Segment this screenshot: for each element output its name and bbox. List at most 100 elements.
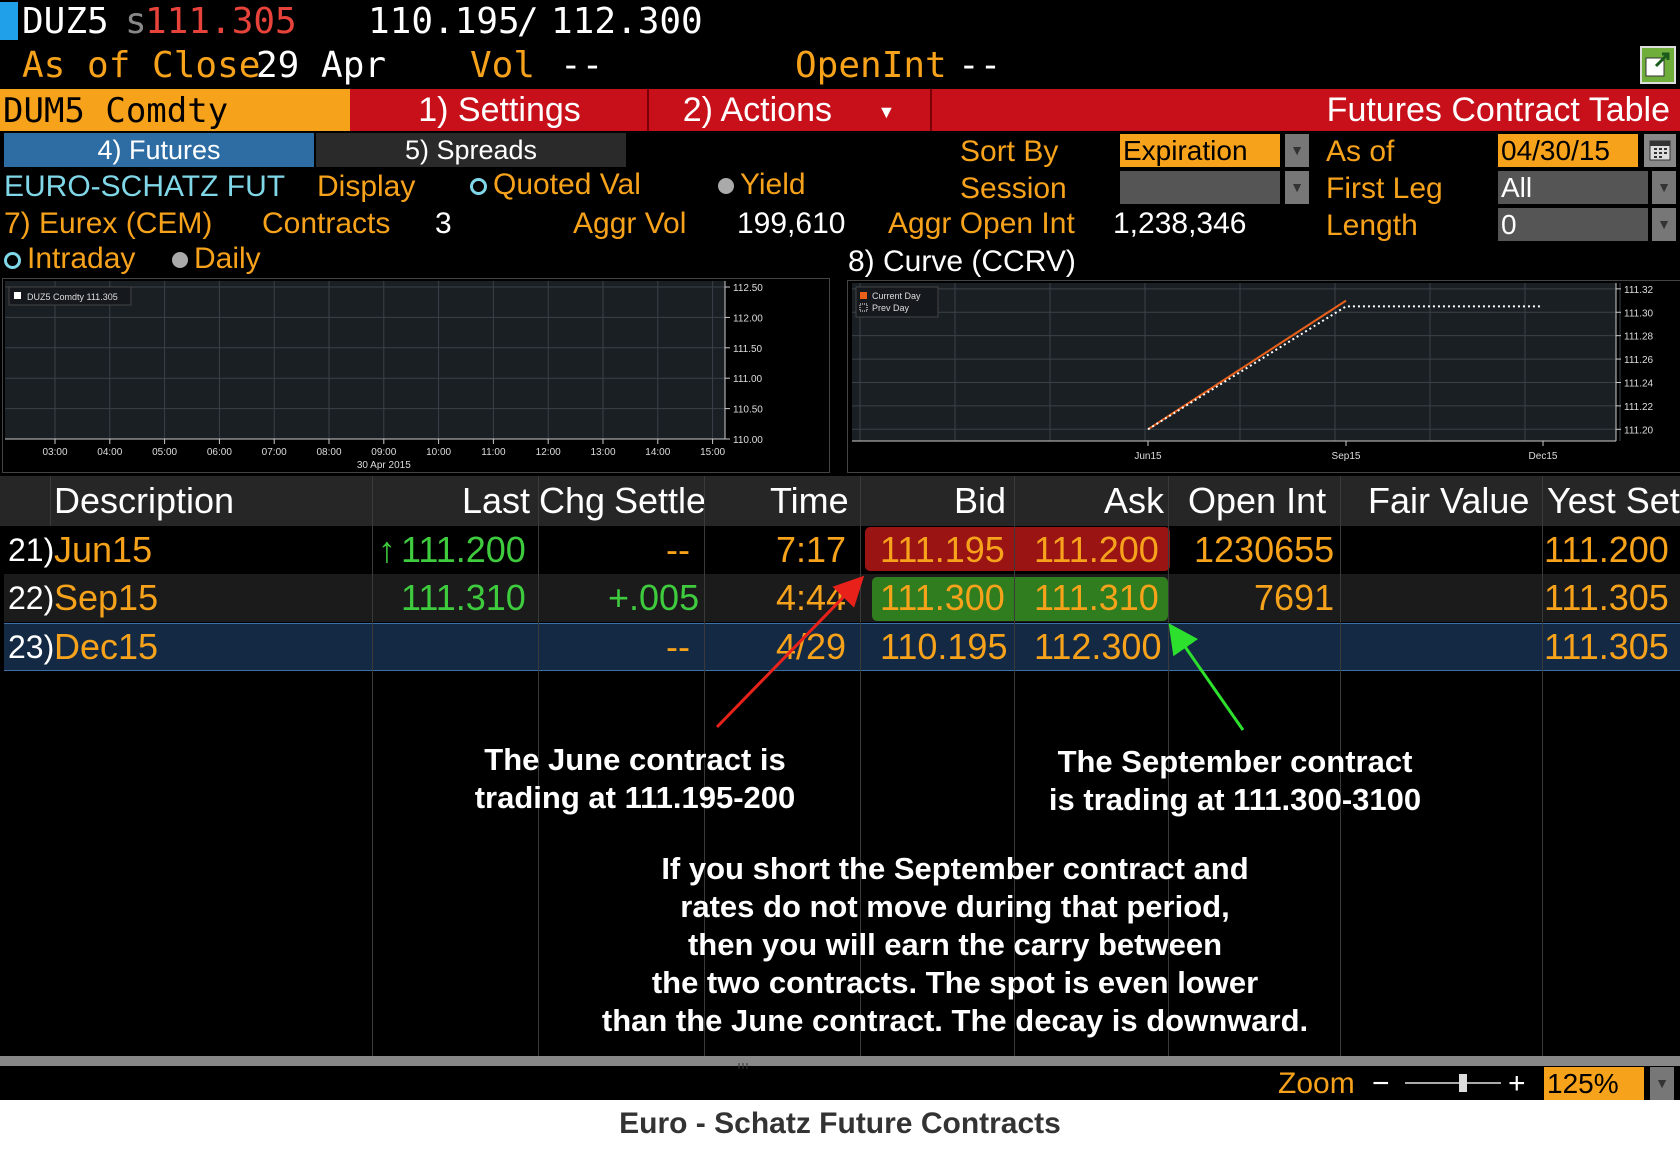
september-annotation-line: is trading at 111.300-3100 xyxy=(1048,782,1422,817)
annotation-arrows xyxy=(715,575,1245,731)
exchange-link[interactable]: 7) Eurex (CEM) xyxy=(4,207,213,240)
intraday-radio[interactable]: Intraday xyxy=(4,241,135,277)
column-divider xyxy=(1014,476,1015,1056)
table-row[interactable] xyxy=(4,623,1680,671)
col-settle[interactable]: Settle xyxy=(614,480,707,521)
chevron-down-icon[interactable]: ▼ xyxy=(1285,134,1309,167)
column-divider xyxy=(50,476,51,526)
up-arrow-icon: ↑ xyxy=(378,529,396,570)
zoom-out-button[interactable]: − xyxy=(1372,1067,1390,1100)
legend-label-prev: Prev Day xyxy=(872,303,910,313)
aggr-vol-label: Aggr Vol xyxy=(573,207,687,240)
bid-value: 111.300 xyxy=(880,577,1005,618)
x-tick-label: Jun15 xyxy=(1134,451,1162,462)
zoom-select[interactable]: 125% xyxy=(1544,1067,1644,1100)
col-open-int[interactable]: Open Int xyxy=(1188,480,1327,521)
yest-set-value: 111.305 xyxy=(1544,577,1669,618)
col-description[interactable]: Description xyxy=(54,480,235,521)
bid-value: 111.195 xyxy=(880,529,1005,570)
daily-radio[interactable]: Daily xyxy=(172,241,261,277)
carry-line: If you short the September contract and xyxy=(661,851,1249,886)
bid-ask-highlight-red xyxy=(865,527,1170,571)
y-tick-label: 111.00 xyxy=(733,374,763,385)
last-price: 111.305 xyxy=(145,1,297,42)
bloomberg-terminal-window: DUZ5 s 111.305 110.195 / 112.300 As of C… xyxy=(0,0,1680,1100)
col-time[interactable]: Time xyxy=(770,480,849,521)
x-tick-label: 12:00 xyxy=(536,447,561,458)
zoom-slider-handle[interactable] xyxy=(1458,1074,1467,1092)
ask-value: 111.310 xyxy=(1034,577,1159,618)
focus-marker xyxy=(0,2,18,40)
vol-label: Vol xyxy=(470,45,536,86)
col-last[interactable]: Last xyxy=(462,480,531,521)
chart-legend xyxy=(8,286,132,306)
y-tick-label: 111.24 xyxy=(1624,378,1654,389)
column-divider xyxy=(372,476,373,1056)
scroll-grip-icon[interactable] xyxy=(737,1057,751,1069)
chevron-down-icon[interactable]: ▼ xyxy=(1652,208,1676,241)
row-description[interactable]: Sep15 xyxy=(54,577,159,618)
openint-label: OpenInt xyxy=(795,45,947,86)
curve-chart[interactable]: 111.32 111.30 111.28 111.26 111.24 111.22 111.… xyxy=(847,280,1680,473)
radio-selected-icon xyxy=(470,177,487,195)
contracts-value: 3 xyxy=(435,207,452,240)
time-value: 4/29 xyxy=(776,626,847,667)
september-arrow xyxy=(1168,623,1245,731)
intraday-chart[interactable]: 03:00 04:00 05:00 06:00 07:00 08:00 09:00 10:00… xyxy=(2,278,830,473)
open-int-value: 1230655 xyxy=(1194,529,1335,570)
horizontal-scrollbar[interactable] xyxy=(0,1056,1680,1066)
yield-radio[interactable]: Yield xyxy=(718,167,806,203)
intraday-chart-svg: 03:00 04:00 05:00 06:00 07:00 08:00 09:00 10:00… xyxy=(5,281,763,471)
page-title: Futures Contract Table xyxy=(1326,91,1670,129)
zoom-slider-track[interactable] xyxy=(1405,1082,1501,1084)
chg-settle-value: -- xyxy=(666,529,690,570)
x-tick-label: 04:00 xyxy=(97,447,122,458)
quoted-val-radio[interactable]: Quoted Val xyxy=(470,167,641,203)
col-ask[interactable]: Ask xyxy=(1104,480,1165,521)
session-select[interactable] xyxy=(1120,171,1280,204)
settings-button[interactable]: 1) Settings xyxy=(418,91,581,129)
security-field[interactable]: DUM5 Comdty xyxy=(0,89,350,131)
y-tick-label: 112.00 xyxy=(733,313,763,324)
legend-label-current: Current Day xyxy=(872,291,921,301)
x-tick-label: 15:00 xyxy=(700,447,725,458)
carry-line: the two contracts. The spot is even lowe… xyxy=(651,965,1259,1000)
x-tick-label: Dec15 xyxy=(1529,451,1558,462)
zoom-label: Zoom xyxy=(1278,1067,1355,1100)
chevron-down-icon[interactable]: ▼ xyxy=(1652,171,1676,204)
sort-by-select[interactable]: Expiration xyxy=(1120,134,1280,167)
col-chg[interactable]: Chg xyxy=(539,480,606,521)
zoom-in-button[interactable]: + xyxy=(1508,1067,1526,1100)
display-label: Display xyxy=(317,170,416,203)
yest-set-value: 111.200 xyxy=(1544,529,1669,570)
col-yest-set[interactable]: Yest Set xyxy=(1547,480,1680,521)
intraday-label: Intraday xyxy=(27,242,136,275)
col-bid[interactable]: Bid xyxy=(954,480,1007,521)
current-day-line xyxy=(1147,299,1347,431)
time-value: 7:17 xyxy=(776,529,847,570)
first-leg-select[interactable]: All xyxy=(1498,171,1648,204)
chg-settle-value: +.005 xyxy=(608,577,700,618)
row-description[interactable]: Jun15 xyxy=(54,529,153,570)
export-icon[interactable] xyxy=(1640,46,1676,84)
tab-futures[interactable]: 4) Futures xyxy=(4,133,314,167)
row-number: 21) xyxy=(8,532,55,568)
table-row[interactable] xyxy=(4,526,1680,574)
tab-spreads[interactable]: 5) Spreads xyxy=(316,133,626,167)
x-tick-label: Sep15 xyxy=(1332,451,1361,462)
calendar-icon[interactable] xyxy=(1644,134,1676,167)
as-of-date-field[interactable]: 04/30/15 xyxy=(1498,134,1638,167)
radio-selected-icon xyxy=(4,251,21,269)
september-annotation: The September contract is trading at 111… xyxy=(1000,743,1470,819)
actions-button[interactable]: 2) Actions ▼ xyxy=(649,89,929,131)
aggr-vol-value: 199,610 xyxy=(737,207,846,240)
chevron-down-icon[interactable]: ▼ xyxy=(1650,1067,1674,1100)
chevron-down-icon[interactable]: ▼ xyxy=(1285,171,1309,204)
length-select[interactable]: 0 xyxy=(1498,208,1648,241)
row-description[interactable]: Dec15 xyxy=(54,626,159,667)
last-value: 111.310 xyxy=(401,577,526,618)
september-annotation-line: The September contract xyxy=(1057,744,1413,779)
col-fair-value[interactable]: Fair Value xyxy=(1368,480,1530,521)
y-tick-label: 110.50 xyxy=(733,405,763,416)
header-slash: / xyxy=(517,1,539,42)
